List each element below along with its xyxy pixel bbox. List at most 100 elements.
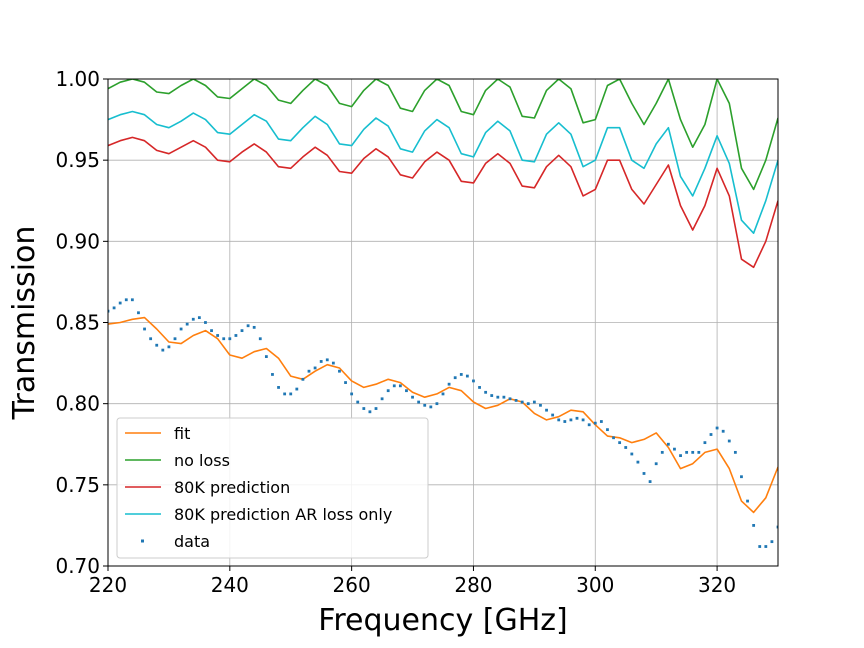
data-point	[112, 306, 116, 310]
data-point	[557, 418, 561, 422]
data-point	[234, 334, 238, 337]
legend-label-80k-prediction-ar-loss-only: 80K prediction AR loss only	[174, 505, 392, 524]
data-point	[599, 420, 603, 423]
x-tick-label: 320	[698, 573, 736, 597]
data-point	[733, 450, 737, 454]
data-point	[271, 373, 274, 376]
y-tick-label: 0.75	[55, 473, 100, 497]
data-point	[143, 327, 146, 331]
x-tick-label: 260	[333, 573, 371, 597]
data-point	[526, 402, 530, 406]
data-point	[441, 392, 445, 396]
data-point	[776, 525, 778, 529]
data-point	[740, 475, 743, 479]
data-point	[191, 317, 195, 321]
data-point	[325, 358, 329, 362]
data-point	[715, 426, 719, 430]
data-point	[435, 402, 439, 406]
data-point	[124, 298, 128, 302]
data-point	[630, 452, 634, 456]
data-point	[496, 395, 500, 399]
data-point	[472, 379, 475, 383]
data-point	[545, 408, 548, 412]
data-point	[362, 407, 366, 410]
legend-box	[116, 417, 429, 559]
data-point	[423, 403, 427, 407]
data-point	[654, 462, 658, 466]
data-point	[484, 390, 488, 394]
data-point	[108, 309, 110, 313]
x-tick-label: 240	[211, 573, 249, 597]
data-point	[344, 381, 347, 384]
data-point	[752, 524, 756, 527]
y-tick-label: 0.70	[55, 554, 100, 578]
x-tick-label: 280	[454, 573, 492, 597]
series-line-80k-prediction-ar-loss-only	[108, 110, 778, 234]
data-point	[691, 450, 695, 454]
data-point	[137, 311, 140, 315]
data-point	[551, 413, 555, 417]
data-point	[289, 392, 293, 396]
data-point	[514, 399, 518, 402]
data-point	[246, 324, 250, 328]
data-point	[660, 450, 664, 454]
data-point	[642, 472, 646, 475]
data-point	[429, 405, 433, 409]
data-point	[666, 442, 670, 446]
legend-label-no-loss: no loss	[174, 451, 230, 470]
data-point	[240, 329, 244, 333]
legend-label-fit: fit	[174, 424, 190, 443]
data-point	[459, 373, 463, 376]
data-point	[581, 418, 585, 422]
data-point	[222, 337, 226, 341]
data-point	[386, 389, 390, 393]
series-line-fit	[108, 316, 778, 514]
y-tick-label: 1.00	[55, 67, 100, 91]
data-point	[130, 298, 134, 302]
data-point	[350, 392, 354, 396]
series-points-data	[108, 298, 778, 548]
data-point	[703, 441, 707, 445]
x-tick-label: 300	[576, 573, 614, 597]
data-point	[679, 454, 682, 458]
data-point	[465, 374, 469, 378]
data-point	[453, 376, 457, 380]
data-point	[758, 545, 762, 548]
data-point	[447, 382, 451, 386]
data-point	[380, 397, 384, 401]
data-point	[764, 545, 768, 548]
data-point	[417, 400, 421, 404]
data-point	[673, 447, 676, 451]
data-point	[204, 321, 207, 324]
data-point	[612, 436, 615, 440]
data-point	[648, 480, 652, 483]
data-point	[697, 450, 701, 454]
data-point	[277, 386, 280, 389]
data-point	[405, 389, 408, 393]
data-point	[539, 403, 542, 407]
y-tick-label: 0.90	[55, 229, 100, 253]
data-point	[520, 400, 524, 404]
data-point	[216, 334, 220, 337]
data-point	[624, 446, 628, 449]
y-tick-label: 0.80	[55, 392, 100, 416]
series-line-80k-prediction	[108, 136, 778, 269]
data-point	[508, 397, 512, 401]
data-point	[606, 428, 609, 432]
x-axis-title: Frequency [GHz]	[318, 603, 567, 638]
y-tick-label: 0.95	[55, 148, 100, 172]
data-point	[727, 439, 731, 443]
data-point	[155, 343, 159, 347]
legend-swatch-data	[141, 539, 144, 543]
series-line-no-loss	[108, 79, 778, 191]
data-point	[179, 327, 183, 331]
data-point	[313, 366, 317, 370]
axis-ticks: 220 240 260 280 300 320 0.70 0.75 0.80 0.85 0.90 0.…	[55, 67, 736, 597]
data-point	[478, 386, 481, 389]
data-point	[283, 392, 287, 396]
data-point	[392, 384, 396, 388]
data-point	[374, 407, 378, 410]
legend: fit no loss 80K prediction 80K prediction A…	[116, 417, 429, 559]
legend-label-80k-prediction: 80K prediction	[174, 478, 290, 497]
data-point	[210, 329, 213, 333]
